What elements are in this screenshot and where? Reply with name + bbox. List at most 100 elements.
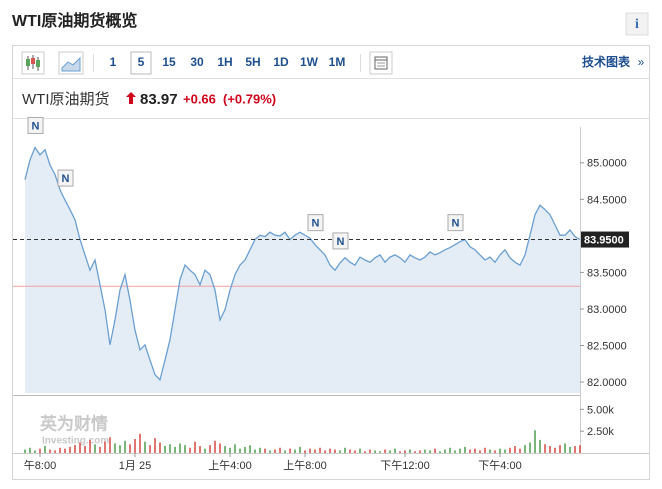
volume-bar xyxy=(524,445,526,453)
interval-button[interactable]: 5H xyxy=(245,55,260,69)
volume-bar xyxy=(94,444,96,453)
volume-bar xyxy=(549,446,551,453)
volume-bar xyxy=(579,445,581,453)
volume-bar xyxy=(534,430,536,453)
volume-bar xyxy=(544,444,546,453)
volume-bar xyxy=(379,451,381,453)
news-marker[interactable] xyxy=(27,116,44,134)
volume-bar xyxy=(129,444,131,453)
volume-bar xyxy=(299,446,301,453)
volume-bar xyxy=(419,450,421,453)
interval-button[interactable]: 1 xyxy=(110,55,117,69)
volume-bar xyxy=(369,449,371,453)
interval-button[interactable]: 5 xyxy=(138,55,145,69)
volume-bar xyxy=(384,449,386,453)
volume-bar xyxy=(259,447,261,453)
watermark-brand: 英为财情 xyxy=(40,413,108,433)
volume-bar xyxy=(499,448,501,453)
price-area xyxy=(25,147,580,393)
area-icon[interactable] xyxy=(58,51,84,75)
volume-bar xyxy=(504,449,506,453)
volume-bar xyxy=(329,448,331,453)
volume-bar xyxy=(179,443,181,453)
technical-chart-link[interactable]: 技术图表 xyxy=(582,54,631,69)
volume-bar xyxy=(399,451,401,453)
volume-bar xyxy=(294,449,296,453)
volume-bar xyxy=(99,446,101,453)
candle-icon[interactable] xyxy=(21,51,45,75)
volume-bar xyxy=(359,448,361,453)
volume-bar xyxy=(244,446,246,453)
volume-bar xyxy=(484,447,486,453)
volume-bar xyxy=(44,446,46,453)
volume-bar xyxy=(529,442,531,453)
info-button[interactable] xyxy=(625,12,649,36)
news-marker-label[interactable]: N xyxy=(62,173,70,185)
interval-button[interactable]: 1H xyxy=(217,55,232,69)
news-marker-label[interactable]: N xyxy=(312,218,320,230)
volume-bar xyxy=(514,446,516,453)
widget-title: WTI原油期货概览 xyxy=(12,11,137,30)
volume-bar xyxy=(54,450,56,453)
info-icon[interactable]: i xyxy=(635,17,639,32)
volume-bar xyxy=(269,450,271,453)
widget-frame xyxy=(12,45,650,480)
volume-bar xyxy=(539,439,541,453)
volume-bar xyxy=(89,439,91,453)
volume-bar xyxy=(339,450,341,453)
volume-bar xyxy=(64,448,66,453)
link-arrow[interactable]: » xyxy=(638,55,645,69)
volume-bar xyxy=(394,448,396,453)
volume-bar xyxy=(479,450,481,453)
volume-bar xyxy=(199,446,201,453)
volume-bar xyxy=(459,448,461,453)
volume-bar xyxy=(109,437,111,453)
volume-bar xyxy=(29,447,31,453)
volume-bar xyxy=(34,450,36,453)
interval-button[interactable]: 15 xyxy=(162,55,176,69)
volume-bar xyxy=(74,445,76,453)
news-marker[interactable] xyxy=(57,169,74,187)
volume-bar xyxy=(149,445,151,453)
price-line xyxy=(24,146,581,382)
volume-bar xyxy=(439,451,441,453)
volume-bar xyxy=(354,450,356,453)
volume-bar xyxy=(189,447,191,453)
news-marker-label[interactable]: N xyxy=(32,120,40,132)
quote-name: WTI原油期货 xyxy=(22,91,110,108)
volume-bar xyxy=(209,445,211,453)
interval-button[interactable]: 1D xyxy=(273,55,289,69)
interval-selected[interactable] xyxy=(130,51,152,75)
volume-bar xyxy=(174,446,176,453)
x-tick-label: 下午12:00 xyxy=(380,459,430,472)
volume-bar xyxy=(414,451,416,453)
interval-button[interactable]: 1M xyxy=(329,55,346,69)
news-marker[interactable] xyxy=(447,214,464,232)
volume-bar xyxy=(104,441,106,453)
last-price-box xyxy=(581,231,629,248)
news-marker-label[interactable]: N xyxy=(452,218,460,230)
volume-bar xyxy=(494,450,496,453)
news-marker-label[interactable]: N xyxy=(337,236,345,248)
y-tick-label: 84.5000 xyxy=(587,194,627,206)
volume-bar xyxy=(304,450,306,453)
quote-price: 83.97 xyxy=(140,91,178,108)
volume-bar xyxy=(429,450,431,453)
settings-icon[interactable] xyxy=(369,51,393,75)
volume-bar xyxy=(454,450,456,453)
interval-button[interactable]: 30 xyxy=(190,55,204,69)
volume-bar xyxy=(509,447,511,453)
interval-button[interactable]: 1W xyxy=(300,55,319,69)
volume-bar xyxy=(569,446,571,453)
volume-bar xyxy=(404,450,406,453)
volume-bar xyxy=(424,449,426,453)
volume-bar xyxy=(204,448,206,453)
volume-bar xyxy=(464,446,466,453)
news-marker[interactable] xyxy=(307,214,324,232)
y-tick-label: 85.0000 xyxy=(587,158,627,170)
quote-change-pct: (+0.79%) xyxy=(223,91,276,106)
volume-bar xyxy=(344,447,346,453)
news-marker[interactable] xyxy=(332,232,349,250)
x-tick-label: 1月 25 xyxy=(119,460,151,472)
